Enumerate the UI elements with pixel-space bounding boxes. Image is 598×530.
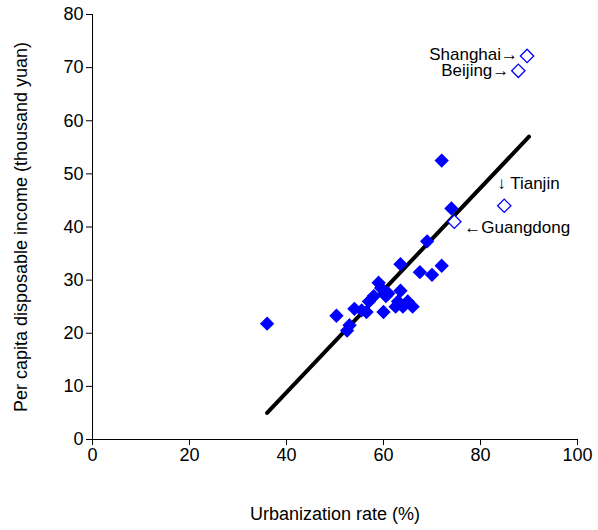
svg-text:0: 0 [73,429,83,449]
svg-text:Beijing→: Beijing→ [441,61,509,80]
svg-text:80: 80 [470,445,490,465]
svg-text:50: 50 [63,164,83,184]
svg-text:60: 60 [63,111,83,131]
svg-text:60: 60 [373,445,393,465]
svg-text:Urbanization rate (%): Urbanization rate (%) [250,504,420,524]
svg-text:40: 40 [63,217,83,237]
svg-text:↓ Tianjin: ↓ Tianjin [497,174,559,193]
svg-text:30: 30 [63,270,83,290]
svg-text:Shanghai→: Shanghai→ [429,45,519,65]
svg-text:←Guangdong: ←Guangdong [464,218,570,237]
svg-text:70: 70 [63,57,83,77]
svg-text:100: 100 [562,445,592,465]
svg-text:Per capita disposable income (: Per capita disposable income (thousand y… [11,42,31,412]
svg-text:20: 20 [63,323,83,343]
svg-text:80: 80 [63,4,83,24]
svg-text:0: 0 [87,445,97,465]
svg-text:10: 10 [63,376,83,396]
svg-text:40: 40 [276,445,296,465]
svg-text:20: 20 [179,445,199,465]
